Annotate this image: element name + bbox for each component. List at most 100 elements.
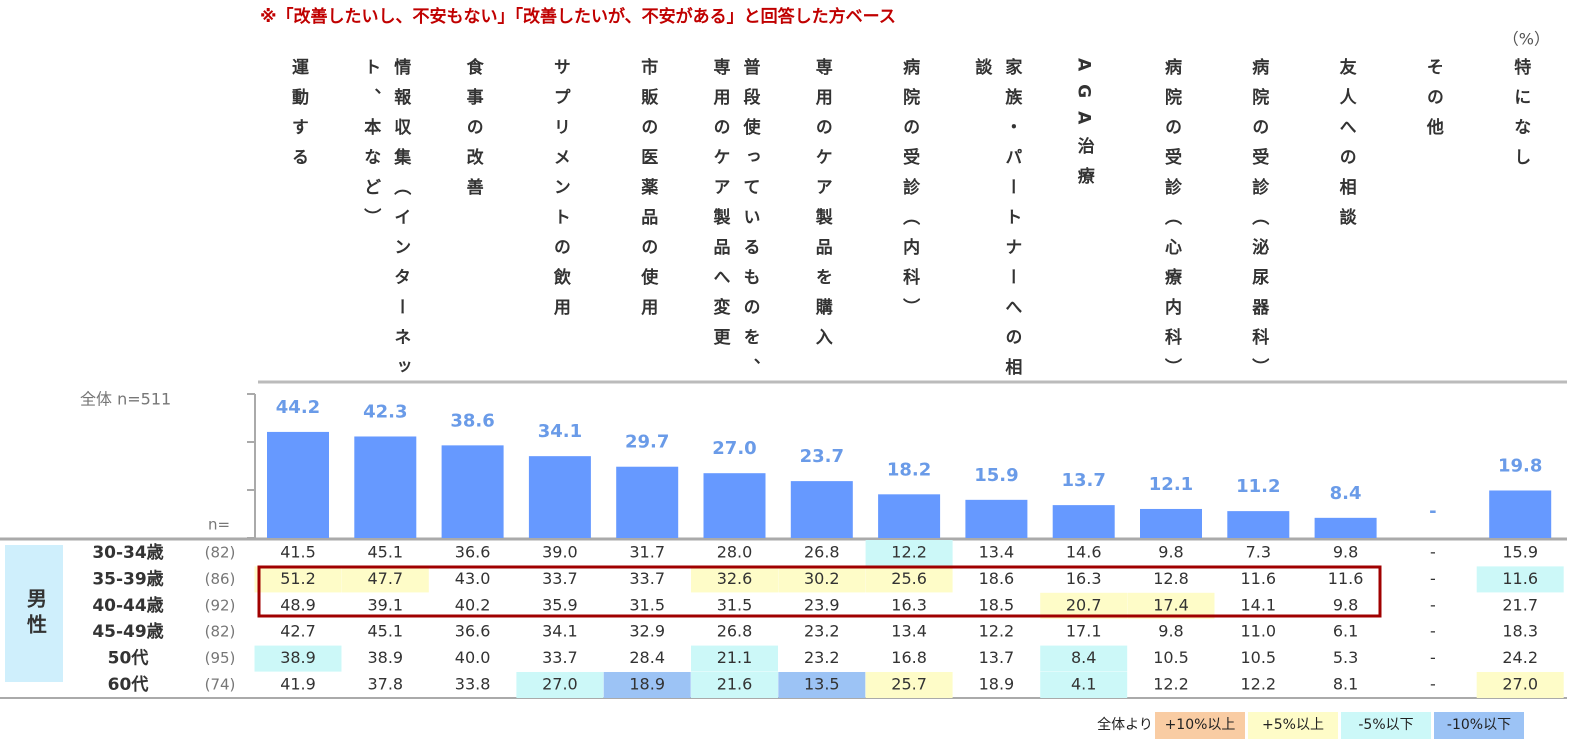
cell: 39.0	[542, 543, 578, 562]
column-header: 病院の受診（内科）	[866, 58, 953, 393]
cell: 28.4	[629, 648, 665, 667]
value-label: 34.1	[538, 421, 582, 442]
value-label: 8.4	[1330, 483, 1362, 504]
value-label: 27.0	[712, 438, 756, 459]
cell: 40.2	[455, 595, 491, 614]
cell: 26.8	[804, 543, 840, 562]
cell: 14.6	[1066, 543, 1102, 562]
column-header: 普段使っているものを、専用のケア製品へ変更	[691, 58, 778, 393]
legend-swatch	[1341, 712, 1431, 739]
column-header: その他	[1389, 58, 1476, 393]
cell: 37.8	[367, 675, 403, 694]
column-label: 家族・パートナーへの相談	[971, 58, 1022, 388]
cell: 9.8	[1158, 543, 1183, 562]
cell: 18.6	[979, 569, 1015, 588]
value-label: 38.6	[450, 410, 494, 431]
legend-label: -10%以下	[1447, 717, 1511, 733]
cell: 8.4	[1071, 648, 1096, 667]
cell: -	[1430, 543, 1436, 562]
cell: 23.2	[804, 622, 840, 641]
cell-bg	[516, 672, 604, 698]
legend-label: +5%以上	[1262, 717, 1324, 733]
cell-bg	[778, 672, 866, 698]
row-n: (95)	[205, 649, 236, 667]
cell: 9.8	[1333, 543, 1358, 562]
cell: 21.6	[717, 675, 753, 694]
cell-bg	[254, 566, 342, 593]
highlight-box	[257, 565, 1382, 618]
cell: 23.2	[804, 648, 840, 667]
column-label: 病院の受診（内科）	[899, 58, 920, 328]
cell: 6.1	[1333, 622, 1358, 641]
legend-label: -5%以下	[1358, 717, 1413, 733]
column-header: サプリメントの飲用	[516, 58, 603, 393]
cell: 38.9	[280, 648, 316, 667]
cell: 31.5	[717, 595, 753, 614]
cell: 34.1	[542, 622, 578, 641]
cell: 9.8	[1333, 595, 1358, 614]
cell: 48.9	[280, 595, 316, 614]
cell: 13.4	[979, 543, 1015, 562]
cell: 12.2	[979, 622, 1015, 641]
column-label: 専用のケア製品を購入	[811, 58, 832, 358]
cell-bg	[1476, 672, 1564, 698]
bar	[790, 481, 853, 538]
base-label: 全体 n=511	[80, 390, 171, 409]
cell: 10.5	[1240, 648, 1276, 667]
value-label: 13.7	[1061, 470, 1105, 491]
cell: 26.8	[717, 622, 753, 641]
column-header: 特になし	[1477, 58, 1564, 393]
row-label: 45-49歳	[92, 621, 163, 642]
column-label: 食事の改善	[462, 58, 483, 208]
column-header: 食事の改善	[429, 58, 516, 393]
value-label: 12.1	[1149, 474, 1193, 495]
cell: 21.1	[717, 648, 753, 667]
cell: 41.5	[280, 543, 316, 562]
cell: 10.5	[1153, 648, 1189, 667]
cell: 31.7	[629, 543, 665, 562]
cell: 20.7	[1066, 595, 1102, 614]
row-n: (74)	[205, 676, 236, 694]
cell: 33.7	[542, 569, 578, 588]
cell: 33.8	[455, 675, 491, 694]
bar	[267, 431, 329, 538]
legend-title: 全体より	[1097, 716, 1153, 733]
cell: 11.6	[1502, 569, 1538, 588]
cell: 11.0	[1240, 622, 1276, 641]
cell: 45.1	[367, 543, 403, 562]
bar	[616, 466, 679, 538]
row-label: 35-39歳	[92, 568, 163, 589]
cell: 40.0	[455, 648, 491, 667]
cell: 38.9	[367, 648, 403, 667]
cell: 18.5	[979, 595, 1015, 614]
cell: 32.6	[717, 569, 753, 588]
row-label: 40-44歳	[92, 595, 163, 616]
bar	[354, 436, 417, 538]
row-label: 30-34歳	[92, 542, 163, 563]
cell: 47.7	[367, 569, 403, 588]
cell-bg	[1040, 645, 1128, 672]
cell-bg	[865, 566, 953, 593]
cell: 33.7	[542, 648, 578, 667]
column-header: 病院の受診（泌尿器科）	[1215, 58, 1302, 393]
column-label: 市販の医薬品の使用	[637, 58, 658, 328]
cell: 18.9	[629, 675, 665, 694]
cell: 16.3	[1066, 569, 1102, 588]
cell: 4.1	[1071, 675, 1096, 694]
cell-bg	[1040, 672, 1128, 698]
cell: 16.3	[891, 595, 927, 614]
cell: 23.9	[804, 595, 840, 614]
bar	[1314, 517, 1377, 538]
bar	[878, 494, 941, 538]
cells	[254, 540, 1564, 698]
row-n: (82)	[205, 544, 236, 562]
value-label: 44.2	[276, 397, 320, 418]
value-label: 15.9	[974, 465, 1018, 486]
column-header: 情報収集（インターネット、本など）	[342, 58, 429, 393]
cell-bg	[1127, 592, 1215, 619]
bar	[965, 499, 1028, 538]
bar	[1140, 508, 1202, 538]
cell: 36.6	[455, 543, 491, 562]
cell: 12.8	[1153, 569, 1189, 588]
